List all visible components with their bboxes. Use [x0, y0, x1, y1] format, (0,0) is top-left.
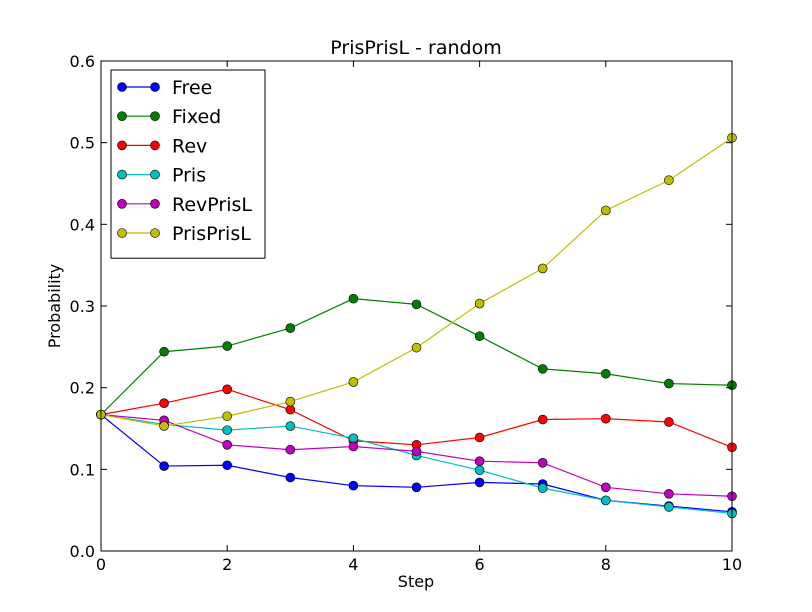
legend-marker: [117, 111, 127, 121]
data-point: [159, 346, 169, 357]
legend-marker: [117, 228, 127, 238]
legend-label: Free: [172, 77, 212, 99]
data-point: [537, 364, 548, 374]
data-point: [411, 342, 422, 353]
legend-label: PrisPrisL: [172, 223, 251, 245]
plot-area: [96, 132, 737, 519]
data-point: [664, 378, 674, 389]
y-tick-label: 0.0: [70, 542, 95, 561]
legend-marker: [150, 199, 160, 209]
legend-item-revprisl: RevPrisL: [117, 194, 252, 216]
y-tick-label: 0.2: [70, 379, 95, 398]
data-point: [159, 421, 169, 431]
x-tick-label: 2: [222, 555, 232, 574]
data-point: [159, 398, 169, 408]
data-point: [285, 444, 296, 455]
data-point: [285, 396, 296, 407]
data-point: [600, 368, 611, 379]
data-point: [537, 483, 548, 493]
data-point: [348, 293, 359, 304]
data-point: [411, 446, 422, 457]
legend-marker: [117, 140, 127, 151]
data-point: [474, 298, 485, 309]
data-point: [411, 482, 422, 493]
data-point: [474, 465, 485, 475]
x-axis-label: Step: [398, 572, 434, 591]
data-point: [537, 263, 548, 274]
data-point: [285, 421, 296, 431]
y-tick-label: 0.4: [70, 215, 95, 234]
data-point: [474, 477, 485, 488]
legend-item-prisprisl: PrisPrisL: [117, 223, 251, 245]
legend-marker: [150, 140, 160, 151]
data-point: [348, 441, 359, 452]
legend-item-pris: Pris: [117, 165, 206, 187]
data-point: [664, 417, 674, 427]
data-point: [222, 341, 232, 351]
data-point: [222, 411, 232, 422]
legend-item-free: Free: [117, 77, 212, 99]
chart-title: PrisPrisL - random: [330, 37, 501, 59]
legend-marker: [117, 199, 127, 209]
legend-item-rev: Rev: [117, 135, 207, 157]
legend-marker: [117, 169, 127, 180]
data-point: [664, 175, 674, 186]
legend-marker: [150, 228, 160, 238]
y-axis-label: Probability: [45, 264, 64, 349]
data-point: [222, 425, 232, 435]
data-point: [222, 384, 232, 395]
data-point: [600, 205, 611, 216]
legend-box: [110, 69, 266, 259]
series-prisprisl: [96, 132, 737, 431]
data-point: [285, 472, 296, 483]
legend-marker: [150, 82, 160, 92]
legend-label: Pris: [172, 165, 206, 187]
data-point: [348, 377, 359, 387]
data-point: [285, 323, 296, 333]
data-point: [664, 502, 674, 512]
x-tick-label: 4: [348, 555, 358, 574]
legend: Free Fixed Rev Pris RevPrisL PrisPrisL: [110, 69, 266, 259]
data-point: [600, 413, 611, 424]
legend-label: Fixed: [172, 106, 221, 128]
y-tick-label: 0.1: [70, 460, 95, 479]
legend-marker: [150, 169, 160, 180]
x-tick-label: 0: [96, 555, 106, 574]
data-point: [474, 432, 485, 443]
data-point: [222, 460, 232, 471]
data-point: [474, 456, 485, 466]
x-tick-label: 10: [722, 555, 742, 574]
data-point: [348, 433, 359, 444]
data-point: [600, 482, 611, 493]
y-tick-label: 0.3: [70, 297, 95, 316]
data-point: [348, 480, 359, 491]
legend-marker: [117, 82, 127, 92]
data-point: [600, 495, 611, 506]
data-point: [537, 414, 548, 425]
data-point: [474, 331, 485, 342]
data-point: [664, 489, 674, 499]
y-tick-label: 0.5: [70, 134, 95, 153]
axes: 0 2 4 6 8 10 0.0 0.1 0.2 0.3 0.4 0.5 0.6: [70, 52, 743, 574]
x-tick-label: 8: [601, 555, 611, 574]
data-point: [411, 299, 422, 310]
legend-marker: [150, 111, 160, 121]
legend-label: RevPrisL: [172, 194, 252, 216]
legend-label: Rev: [172, 135, 207, 157]
data-point: [285, 404, 296, 415]
data-point: [159, 461, 169, 471]
data-point: [537, 457, 548, 468]
y-tick-label: 0.6: [70, 52, 95, 71]
legend-item-fixed: Fixed: [117, 106, 221, 128]
data-point: [222, 440, 232, 450]
x-tick-label: 6: [475, 555, 485, 574]
